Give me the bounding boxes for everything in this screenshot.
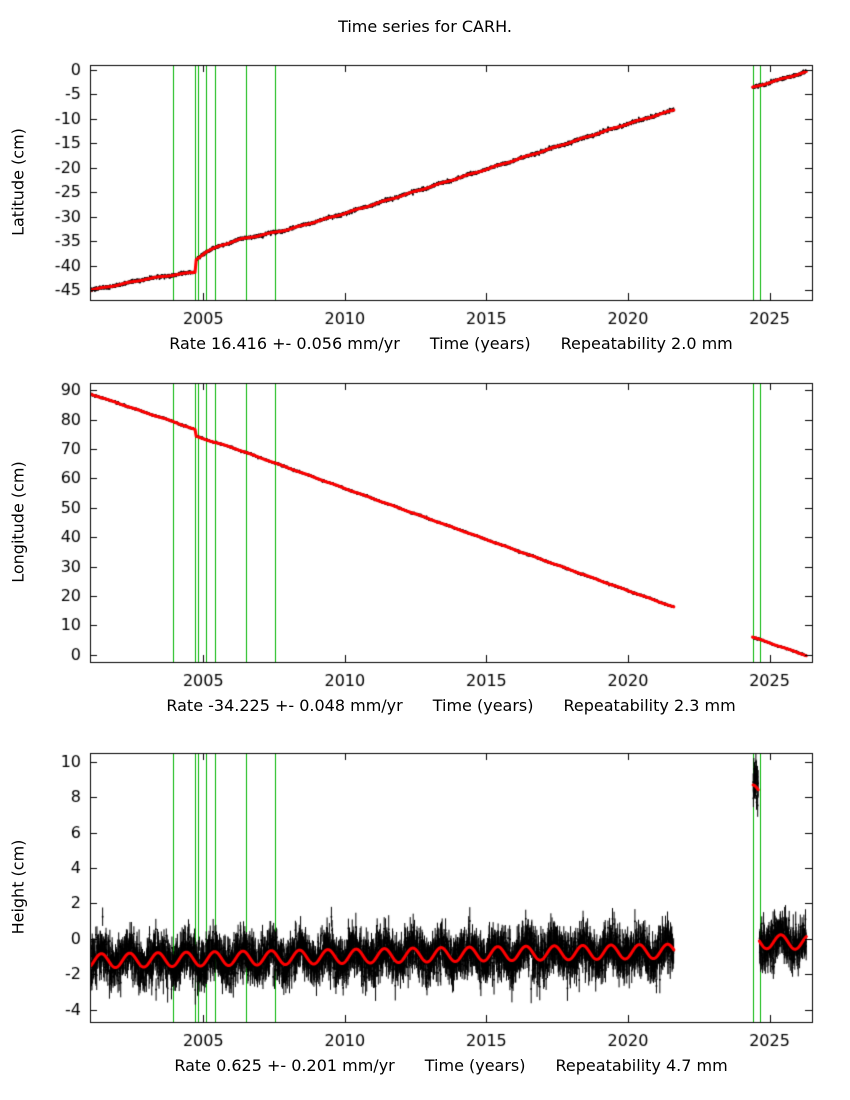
longitude-repeatability-text: Repeatability 2.3 mm: [563, 696, 736, 715]
height-rate-text: Rate 0.625 +- 0.201 mm/yr: [174, 1056, 395, 1075]
height-axis-label: Height (cm): [8, 839, 28, 935]
longitude-rate-text: Rate -34.225 +- 0.048 mm/yr: [166, 696, 403, 715]
latitude-axis-label: Latitude (cm): [8, 128, 28, 236]
latitude-rate-text: Rate 16.416 +- 0.056 mm/yr: [169, 334, 400, 353]
latitude-xaxis-title: Time (years): [429, 334, 531, 353]
height-repeatability-text: Repeatability 4.7 mm: [555, 1056, 728, 1075]
height-caption: Rate 0.625 +- 0.201 mm/yr Time (years) R…: [90, 1056, 812, 1075]
height-xaxis-title: Time (years): [424, 1056, 526, 1075]
longitude-xaxis-title: Time (years): [432, 696, 534, 715]
longitude-axis-label: Longitude (cm): [8, 461, 28, 583]
longitude-caption: Rate -34.225 +- 0.048 mm/yr Time (years)…: [90, 696, 812, 715]
chart-title: Time series for CARH.: [338, 17, 512, 36]
latitude-repeatability-text: Repeatability 2.0 mm: [560, 334, 733, 353]
latitude-caption: Rate 16.416 +- 0.056 mm/yr Time (years) …: [90, 334, 812, 353]
